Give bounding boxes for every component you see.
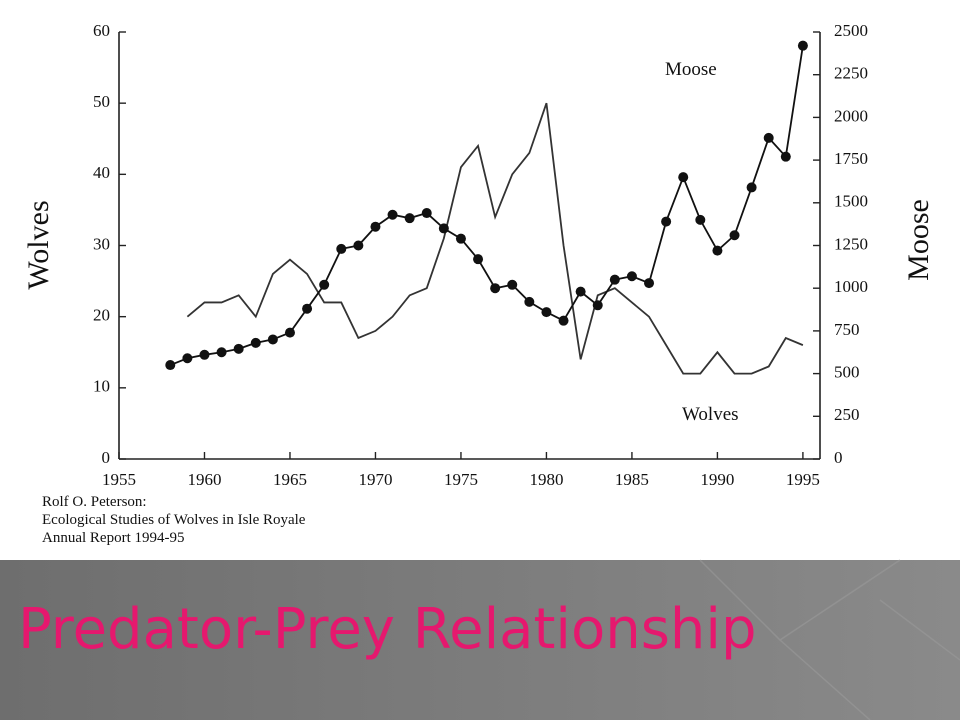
- y-tick-label: 50: [93, 92, 110, 111]
- y-tick-label: 60: [93, 21, 110, 40]
- series-marker: [507, 279, 518, 290]
- series-marker: [678, 172, 689, 183]
- series-marker: [421, 208, 432, 219]
- series-marker: [695, 214, 706, 225]
- annotation: Moose: [665, 59, 717, 80]
- y-tick-label: 40: [93, 163, 110, 182]
- series-marker: [199, 349, 210, 360]
- y-axis-title: Wolves: [22, 200, 55, 289]
- series-marker: [319, 279, 330, 290]
- band-decoration: [699, 559, 960, 720]
- chart-area: [0, 0, 960, 560]
- y-tick-label: 10: [93, 377, 110, 396]
- series-marker: [473, 254, 484, 265]
- y2-tick-label: 500: [834, 363, 860, 382]
- x-tick-label: 1990: [700, 470, 734, 489]
- series-marker: [370, 221, 381, 232]
- series-marker: [661, 216, 672, 227]
- y-tick-label: 0: [102, 448, 111, 467]
- series-marker: [336, 243, 347, 254]
- series-marker: [626, 271, 637, 282]
- y2-tick-label: 250: [834, 405, 860, 424]
- y2-tick-label: 0: [834, 448, 843, 467]
- series-marker: [353, 240, 364, 251]
- series-marker: [387, 209, 398, 220]
- source-line: Ecological Studies of Wolves in Isle Roy…: [42, 512, 306, 528]
- series-marker: [609, 274, 620, 285]
- x-tick-label: 1975: [444, 470, 478, 489]
- series-marker: [558, 315, 569, 326]
- y2-tick-label: 1750: [834, 149, 868, 168]
- series-marker: [746, 182, 757, 193]
- x-tick-label: 1960: [187, 470, 221, 489]
- series-marker: [797, 40, 808, 51]
- series-marker: [302, 303, 313, 314]
- series-marker: [182, 353, 193, 364]
- series-marker: [780, 151, 791, 162]
- series-marker: [592, 300, 603, 311]
- series-marker: [267, 334, 278, 345]
- series-marker: [541, 307, 552, 318]
- series-marker: [233, 343, 244, 354]
- y2-tick-label: 1250: [834, 234, 868, 253]
- x-tick-label: 1970: [358, 470, 392, 489]
- series-marker: [490, 283, 501, 294]
- y2-tick-label: 1500: [834, 192, 868, 211]
- series-marker: [524, 296, 535, 307]
- y2-tick-label: 2250: [834, 64, 868, 83]
- annotation: Wolves: [682, 404, 739, 425]
- x-tick-label: 1985: [615, 470, 649, 489]
- y2-tick-label: 750: [834, 320, 860, 339]
- y-tick-label: 30: [93, 234, 110, 253]
- slide-title: Predator-Prey Relationship: [18, 597, 757, 662]
- y-tick-label: 20: [93, 306, 110, 325]
- title-band: [0, 560, 960, 720]
- series-marker: [729, 230, 740, 241]
- y2-tick-label: 2000: [834, 106, 868, 125]
- x-tick-label: 1995: [786, 470, 820, 489]
- series-marker: [284, 327, 295, 338]
- source-line: Rolf O. Peterson:: [42, 494, 147, 510]
- series-marker: [712, 245, 723, 256]
- x-tick-label: 1980: [529, 470, 563, 489]
- x-tick-label: 1955: [102, 470, 136, 489]
- series-marker: [455, 233, 466, 244]
- series-marker: [404, 213, 415, 224]
- series-marker: [763, 132, 774, 143]
- series-marker: [575, 286, 586, 297]
- series-marker: [644, 278, 655, 289]
- series-marker: [250, 337, 261, 348]
- y2-tick-label: 1000: [834, 277, 868, 296]
- series-marker: [165, 360, 176, 371]
- y2-tick-label: 2500: [834, 21, 868, 40]
- series-line: [186, 102, 804, 375]
- source-line: Annual Report 1994-95: [42, 530, 184, 546]
- x-tick-label: 1965: [273, 470, 307, 489]
- series-marker: [216, 347, 227, 358]
- y2-axis-title: Moose: [902, 199, 935, 281]
- series-marker: [438, 223, 449, 234]
